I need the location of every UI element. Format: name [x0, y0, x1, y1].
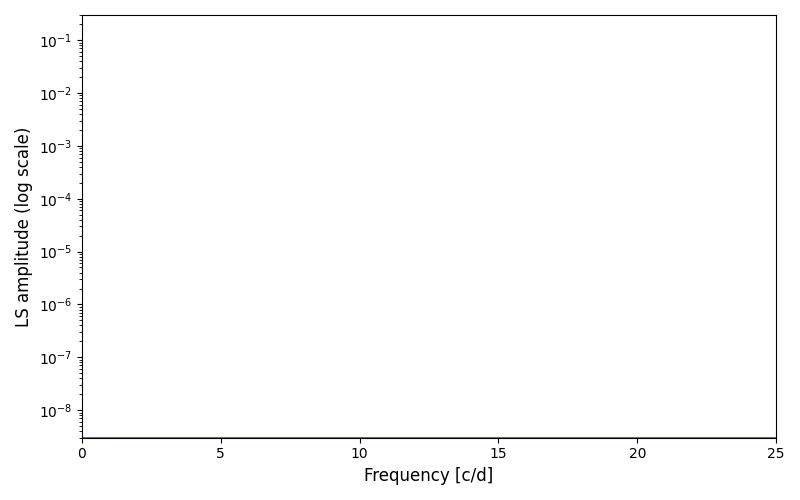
X-axis label: Frequency [c/d]: Frequency [c/d] [364, 467, 494, 485]
Y-axis label: LS amplitude (log scale): LS amplitude (log scale) [15, 126, 33, 326]
